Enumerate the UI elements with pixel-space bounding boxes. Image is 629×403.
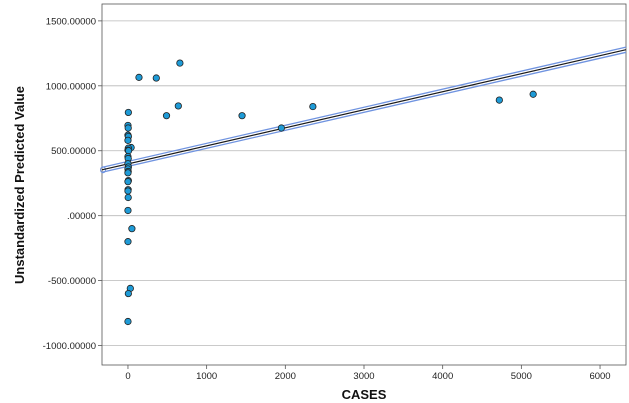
data-point bbox=[124, 317, 132, 326]
data-point bbox=[152, 74, 160, 82]
data-point bbox=[124, 169, 132, 177]
data-point bbox=[495, 96, 503, 104]
ci-line-lower bbox=[101, 51, 627, 173]
y-tick-label: .00000 bbox=[67, 211, 96, 222]
gridlines bbox=[102, 20, 626, 346]
x-axis-ticks: 0 1000 2000 3000 4000 5000 6000 bbox=[125, 365, 611, 382]
fit-line bbox=[101, 49, 627, 171]
data-point bbox=[277, 124, 285, 132]
x-tick-label: 3000 bbox=[353, 371, 374, 382]
y-tick-label: 1500.00000 bbox=[46, 16, 96, 27]
y-tick-label: -500.00000 bbox=[48, 276, 96, 287]
data-point bbox=[128, 225, 136, 233]
data-point bbox=[124, 238, 132, 246]
y-tick-label: 1000.00000 bbox=[46, 81, 96, 92]
y-axis-ticks: 1500.00000 1000.00000 500.00000 .00000 -500.… bbox=[43, 16, 102, 352]
x-tick-label: 5000 bbox=[511, 371, 532, 382]
data-point bbox=[162, 112, 171, 120]
ci-line-upper bbox=[101, 46, 627, 168]
data-point bbox=[124, 147, 133, 155]
data-point bbox=[124, 193, 132, 202]
data-point bbox=[124, 136, 132, 144]
plot-frame bbox=[101, 3, 627, 366]
data-point bbox=[124, 206, 132, 215]
data-points bbox=[124, 59, 537, 326]
x-tick-label: 6000 bbox=[589, 371, 610, 382]
x-tick-label: 2000 bbox=[275, 371, 296, 382]
data-point bbox=[124, 178, 132, 186]
data-point bbox=[124, 187, 132, 195]
data-point bbox=[174, 102, 182, 110]
y-axis-title: Unstandardized Predicted Value bbox=[12, 86, 27, 284]
data-point bbox=[176, 59, 184, 67]
data-point bbox=[309, 102, 317, 111]
x-tick-label: 1000 bbox=[196, 371, 217, 382]
data-point bbox=[124, 124, 132, 132]
data-point bbox=[124, 289, 132, 298]
y-tick-label: -1000.00000 bbox=[43, 341, 96, 352]
y-tick-label: 500.00000 bbox=[51, 146, 96, 157]
x-tick-label: 4000 bbox=[432, 371, 453, 382]
fit-line-path bbox=[101, 49, 627, 171]
x-tick-label: 0 bbox=[125, 371, 130, 382]
data-point bbox=[529, 90, 537, 98]
confidence-band bbox=[100, 46, 627, 174]
data-point bbox=[238, 112, 246, 120]
data-point bbox=[124, 108, 132, 117]
ci-band-cap bbox=[100, 166, 106, 174]
data-point bbox=[135, 73, 143, 81]
x-axis-title: CASES bbox=[342, 387, 387, 402]
